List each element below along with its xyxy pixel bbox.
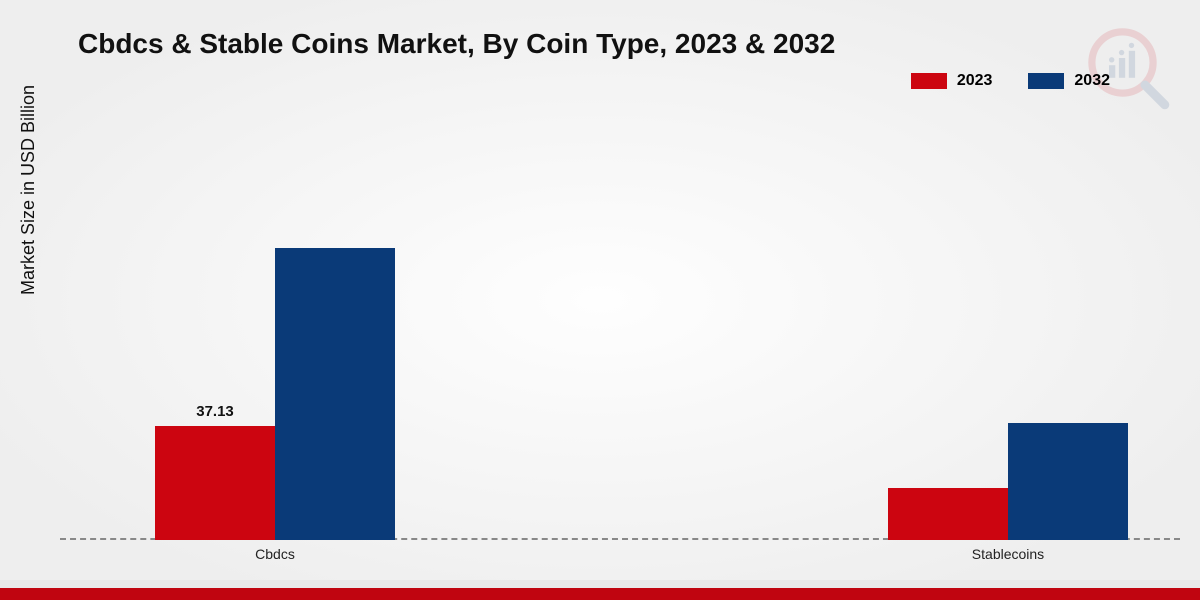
chart-title: Cbdcs & Stable Coins Market, By Coin Typ… [78, 28, 835, 60]
bar-cbdcs-2032 [275, 248, 395, 540]
footer-separator [0, 580, 1200, 588]
legend-swatch-2023 [911, 73, 947, 89]
x-axis-labels: Cbdcs Stablecoins [60, 540, 1180, 564]
plot-area: 37.13 [60, 110, 1180, 540]
legend-label-2032: 2032 [1074, 72, 1110, 90]
footer-band [0, 588, 1200, 600]
bar-stablecoins-2023 [888, 488, 1008, 540]
y-axis-title: Market Size in USD Billion [18, 85, 39, 295]
chart-container: Cbdcs & Stable Coins Market, By Coin Typ… [0, 0, 1200, 600]
legend-swatch-2032 [1028, 73, 1064, 89]
legend-item-2023: 2023 [911, 72, 993, 90]
legend-item-2032: 2032 [1028, 72, 1110, 90]
value-label: 37.13 [196, 403, 234, 420]
watermark-logo [1082, 22, 1172, 112]
bar-stablecoins-2032 [1008, 423, 1128, 540]
x-label-cbdcs: Cbdcs [255, 546, 295, 562]
legend: 2023 2032 [911, 72, 1110, 90]
legend-label-2023: 2023 [957, 72, 993, 90]
x-label-stablecoins: Stablecoins [972, 546, 1044, 562]
bar-cbdcs-2023 [155, 426, 275, 540]
